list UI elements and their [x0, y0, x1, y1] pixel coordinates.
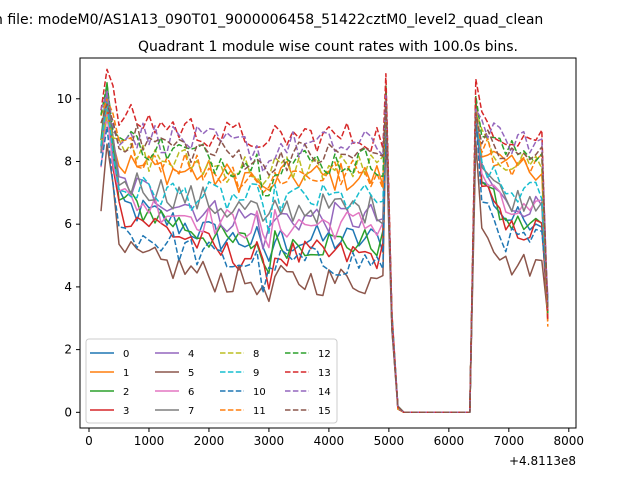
y-tick-label: 10 [57, 92, 72, 106]
legend-label-11: 11 [253, 406, 266, 417]
legend-label-14: 14 [318, 387, 331, 398]
y-tick-label: 4 [64, 280, 72, 294]
x-tick-label: 3000 [254, 434, 285, 448]
x-tick-label: 7000 [494, 434, 525, 448]
legend-label-9: 9 [253, 368, 259, 379]
axes-frame [79, 57, 577, 429]
series-line-15 [100, 101, 549, 414]
y-tick-label: 0 [64, 405, 72, 419]
legend-label-3: 3 [123, 406, 129, 417]
legend-label-6: 6 [188, 387, 194, 398]
legend-label-7: 7 [188, 406, 194, 417]
series-line-6 [100, 101, 549, 414]
x-tick-label: 0 [85, 434, 93, 448]
y-tick-label: 6 [64, 217, 72, 231]
series-line-10 [100, 110, 549, 414]
legend-label-13: 13 [318, 368, 331, 379]
series-line-3 [100, 88, 549, 414]
x-tick-label: 2000 [194, 434, 225, 448]
x-tick-label: 8000 [554, 434, 585, 448]
legend-label-10: 10 [253, 387, 266, 398]
legend-label-8: 8 [253, 349, 259, 360]
series-line-5 [100, 129, 549, 414]
x-tick-label: 5000 [374, 434, 405, 448]
figure-suptitle: n file: modeM0/AS1A13_090T01_9000006458_… [0, 12, 543, 28]
x-tick-label: 4000 [314, 434, 345, 448]
series-line-7 [100, 96, 549, 414]
legend-label-15: 15 [318, 406, 331, 417]
series-line-8 [100, 104, 549, 414]
legend-label-5: 5 [188, 368, 194, 379]
series-line-14 [100, 92, 549, 414]
y-tick-label: 2 [64, 343, 72, 357]
series-line-9 [100, 101, 549, 414]
y-tick-label: 8 [64, 154, 72, 168]
plot-area [100, 68, 549, 414]
legend-label-4: 4 [188, 349, 194, 360]
series-line-13 [100, 68, 549, 414]
chart-title: Quadrant 1 module wise count rates with … [138, 39, 518, 55]
x-offset-label: +4.8113e8 [509, 454, 576, 468]
legend-label-1: 1 [123, 368, 129, 379]
x-tick-label: 1000 [134, 434, 165, 448]
legend-label-12: 12 [318, 349, 331, 360]
legend-box [85, 338, 338, 424]
legend-label-2: 2 [123, 387, 129, 398]
legend-label-0: 0 [123, 349, 129, 360]
x-tick-label: 6000 [434, 434, 465, 448]
